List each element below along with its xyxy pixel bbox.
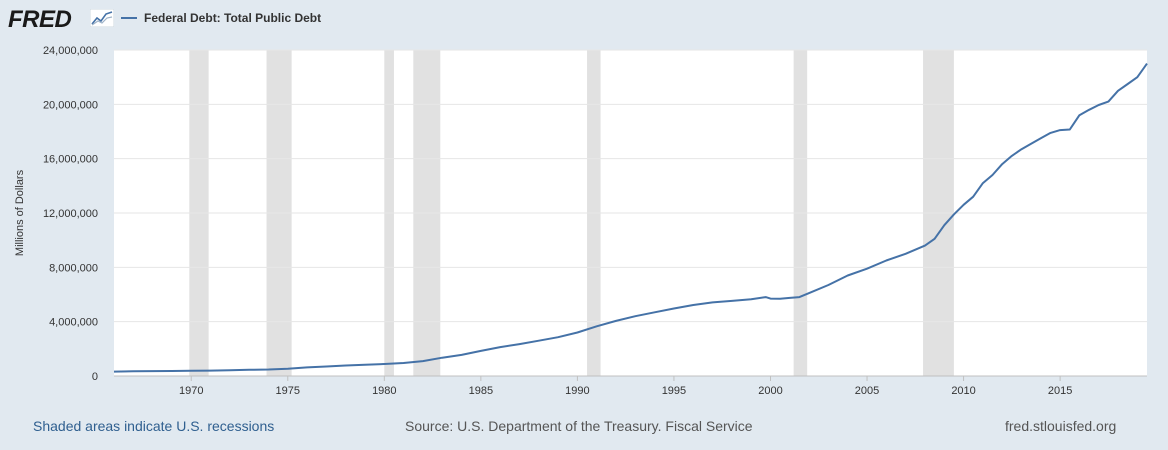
x-tick-label: 1970 bbox=[179, 385, 203, 397]
source-text: Source: U.S. Department of the Treasury.… bbox=[405, 418, 753, 434]
y-tick-label: 24,000,000 bbox=[43, 45, 98, 57]
x-tick-label: 2015 bbox=[1048, 385, 1072, 397]
fred-logo[interactable]: FRED bbox=[8, 6, 72, 33]
x-tick-label: 1995 bbox=[662, 385, 686, 397]
recession-note: Shaded areas indicate U.S. recessions bbox=[33, 418, 275, 434]
x-tick-label: 2005 bbox=[855, 385, 879, 397]
x-tick-label: 1990 bbox=[565, 385, 589, 397]
x-tick-label: 2010 bbox=[951, 385, 975, 397]
legend[interactable]: Federal Debt: Total Public Debt bbox=[121, 11, 321, 25]
y-tick-label: 4,000,000 bbox=[49, 317, 98, 329]
series-line bbox=[113, 63, 1148, 373]
chart-header: FRED Federal Debt: Total Public Debt bbox=[0, 0, 1168, 40]
debt-line-chart: 0 4,000,000 8,000,000 12,000,000 16,000,000 2… bbox=[14, 45, 1148, 397]
x-tick-label: 1980 bbox=[372, 385, 396, 397]
legend-label: Federal Debt: Total Public Debt bbox=[144, 11, 322, 25]
y-tick-label: 20,000,000 bbox=[43, 99, 98, 111]
legend-swatch bbox=[121, 17, 137, 19]
x-tick-label: 1975 bbox=[276, 385, 300, 397]
y-tick-label: 0 bbox=[92, 371, 98, 383]
y-tick-label: 16,000,000 bbox=[43, 154, 98, 166]
x-tick-label: 2000 bbox=[758, 385, 782, 397]
y-tick-label: 12,000,000 bbox=[43, 208, 98, 220]
x-tick-label: 1985 bbox=[469, 385, 493, 397]
line-chart-icon bbox=[90, 9, 114, 27]
fred-site-link[interactable]: fred.stlouisfed.org bbox=[1005, 418, 1117, 434]
y-axis-label: Millions of Dollars bbox=[14, 169, 26, 256]
y-tick-label: 8,000,000 bbox=[49, 262, 98, 274]
